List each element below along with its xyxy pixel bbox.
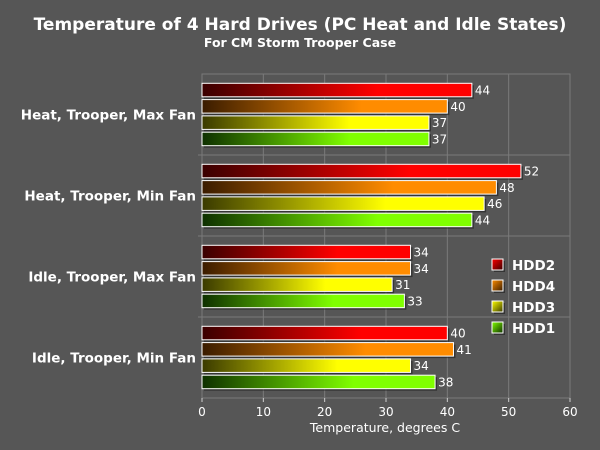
bar-value-label: 34 xyxy=(414,262,429,276)
bar-value-label: 40 xyxy=(450,327,465,341)
x-tick-label: 50 xyxy=(501,405,516,419)
bar-value-label: 34 xyxy=(414,246,429,260)
legend-swatch-hdd2 xyxy=(491,258,504,271)
category-label: Idle, Trooper, Min Fan xyxy=(32,351,196,367)
legend-label-hdd2: HDD2 xyxy=(512,258,555,274)
x-tick-label: 40 xyxy=(440,405,455,419)
bar-hdd3 xyxy=(201,196,485,211)
bar-hdd4 xyxy=(201,99,448,114)
chart-subtitle: For CM Storm Trooper Case xyxy=(204,35,396,50)
bar-value-label: 44 xyxy=(475,84,490,98)
x-tick-label: 0 xyxy=(198,405,206,419)
category-label: Idle, Trooper, Max Fan xyxy=(28,270,196,286)
bar-value-label: 37 xyxy=(432,132,447,146)
x-tick-label: 10 xyxy=(256,405,271,419)
legend-label-hdd1: HDD1 xyxy=(512,321,555,337)
category-label: Heat, Trooper, Max Fan xyxy=(21,108,196,124)
bar-hdd3 xyxy=(201,115,430,130)
bar-hdd2 xyxy=(201,163,522,179)
bar-value-label: 34 xyxy=(414,359,429,373)
legend-swatch-hdd1 xyxy=(491,321,504,334)
legend-swatch-hdd4 xyxy=(491,279,504,292)
bar-hdd3 xyxy=(201,277,393,292)
x-tick-label: 20 xyxy=(317,405,332,419)
bar-hdd3 xyxy=(201,358,412,373)
legend-label-hdd3: HDD3 xyxy=(512,300,555,316)
bar-value-label: 37 xyxy=(432,116,447,130)
bar-hdd2 xyxy=(201,244,412,260)
bar-value-label: 41 xyxy=(456,343,471,357)
category-label: Heat, Trooper, Min Fan xyxy=(24,189,196,205)
bar-value-label: 40 xyxy=(450,100,465,114)
bar-hdd2 xyxy=(201,82,473,98)
bar-value-label: 33 xyxy=(407,294,422,308)
bar-value-label: 46 xyxy=(487,197,502,211)
bar-hdd4 xyxy=(201,342,454,357)
bar-value-label: 38 xyxy=(438,375,453,389)
bar-hdd2 xyxy=(201,325,448,341)
bar-hdd4 xyxy=(201,180,497,195)
bar-value-label: 31 xyxy=(395,278,410,292)
legend-swatch-hdd3 xyxy=(491,300,504,313)
x-axis-label: Temperature, degrees C xyxy=(309,420,460,435)
bar-value-label: 52 xyxy=(524,165,539,179)
x-tick-label: 60 xyxy=(562,405,577,419)
bar-hdd1 xyxy=(201,293,405,309)
bar-value-label: 48 xyxy=(499,181,514,195)
bar-hdd1 xyxy=(201,374,436,390)
bar-hdd4 xyxy=(201,261,412,276)
bar-hdd1 xyxy=(201,212,473,228)
bar-hdd1 xyxy=(201,131,430,147)
bar-value-label: 44 xyxy=(475,213,490,227)
x-tick-label: 30 xyxy=(378,405,393,419)
chart-title: Temperature of 4 Hard Drives (PC Heat an… xyxy=(34,15,567,35)
legend-label-hdd4: HDD4 xyxy=(512,279,555,295)
legend: HDD2 HDD4 HDD3 HDD1 xyxy=(491,258,555,337)
